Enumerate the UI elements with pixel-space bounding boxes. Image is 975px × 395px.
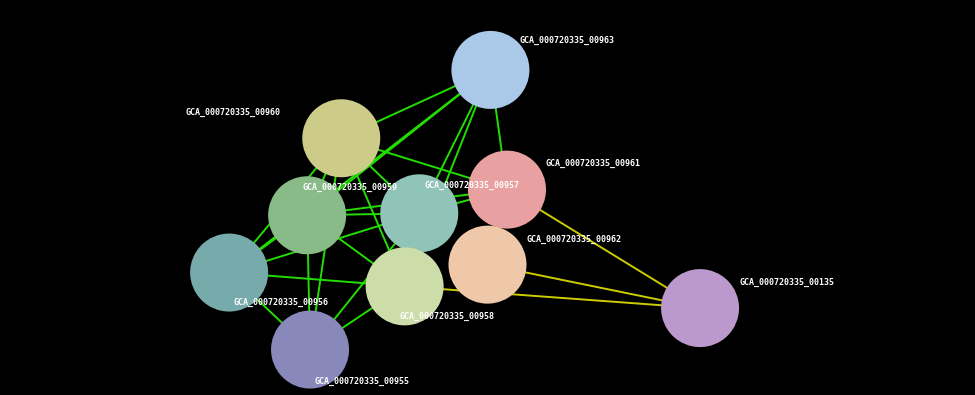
Ellipse shape <box>451 31 529 109</box>
Ellipse shape <box>380 174 458 252</box>
Ellipse shape <box>190 233 268 312</box>
Ellipse shape <box>302 99 380 177</box>
Ellipse shape <box>366 247 444 325</box>
Text: GCA_000720335_00960: GCA_000720335_00960 <box>185 108 280 117</box>
Ellipse shape <box>448 226 526 304</box>
Text: GCA_000720335_00957: GCA_000720335_00957 <box>424 181 519 190</box>
Text: GCA_000720335_00135: GCA_000720335_00135 <box>739 278 834 287</box>
Text: GCA_000720335_00963: GCA_000720335_00963 <box>520 36 614 45</box>
Text: GCA_000720335_00958: GCA_000720335_00958 <box>400 311 494 321</box>
Text: GCA_000720335_00955: GCA_000720335_00955 <box>315 376 410 386</box>
Text: GCA_000720335_00959: GCA_000720335_00959 <box>302 183 397 192</box>
Text: GCA_000720335_00956: GCA_000720335_00956 <box>234 297 329 307</box>
Text: GCA_000720335_00962: GCA_000720335_00962 <box>526 234 621 244</box>
Ellipse shape <box>268 176 346 254</box>
Ellipse shape <box>271 310 349 389</box>
Text: GCA_000720335_00961: GCA_000720335_00961 <box>546 159 641 169</box>
Ellipse shape <box>468 150 546 229</box>
Ellipse shape <box>661 269 739 347</box>
